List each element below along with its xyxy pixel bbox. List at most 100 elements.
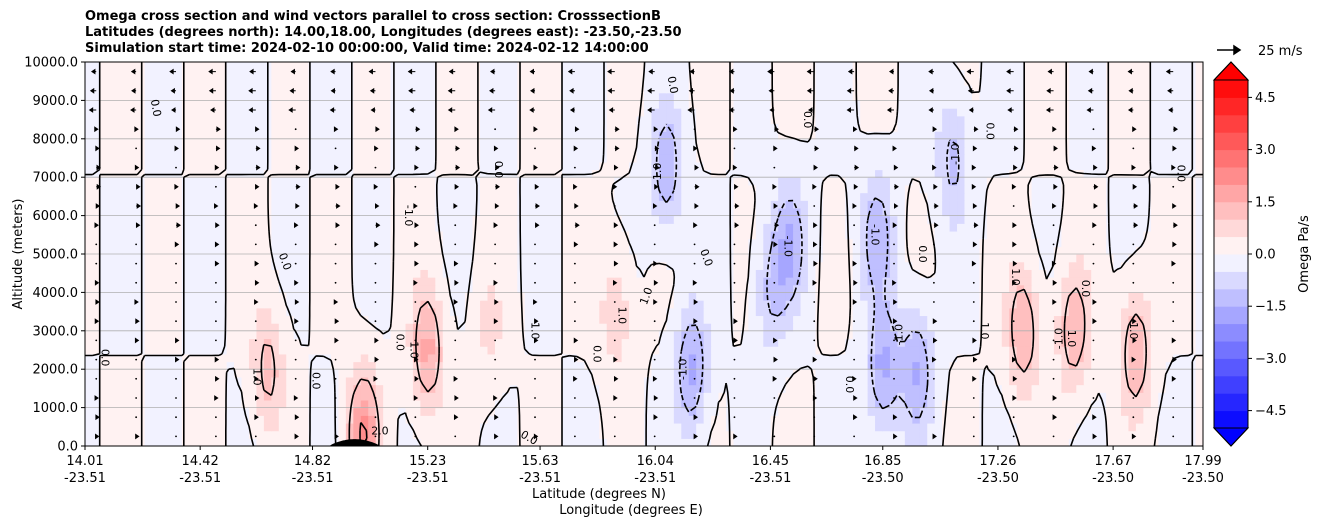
- omega-cell: [971, 376, 980, 386]
- omega-cell: [919, 277, 928, 286]
- omega-cell: [778, 284, 787, 293]
- omega-cell: [904, 230, 913, 240]
- omega-cell: [286, 438, 295, 446]
- omega-cell: [599, 361, 608, 370]
- omega-cell: [1039, 192, 1048, 201]
- omega-cell: [1180, 238, 1189, 247]
- omega-cell: [1061, 407, 1070, 416]
- omega-cell: [1135, 323, 1144, 332]
- omega-cell: [480, 338, 489, 347]
- omega-cell: [957, 361, 966, 370]
- omega-cell: [837, 353, 846, 363]
- omega-cell: [263, 369, 272, 378]
- omega-cell: [457, 261, 466, 270]
- omega-cell: [860, 392, 869, 401]
- omega-cell: [427, 438, 436, 446]
- omega-cell: [1016, 323, 1025, 332]
- omega-cell: [942, 323, 951, 332]
- omega-cell: [181, 215, 190, 224]
- omega-cell: [114, 207, 123, 217]
- omega-cell: [412, 277, 421, 286]
- omega-cell: [822, 361, 831, 370]
- omega-cell: [748, 330, 757, 340]
- omega-cell: [122, 200, 131, 209]
- omega-cell: [472, 407, 481, 416]
- omega-cell: [1031, 353, 1040, 363]
- omega-cell: [591, 207, 600, 217]
- omega-cell: [226, 399, 235, 409]
- omega-cell: [629, 207, 638, 217]
- omega-cell: [487, 353, 496, 363]
- omega-cell: [293, 315, 302, 324]
- omega-cell: [591, 399, 600, 409]
- omega-cell: [1180, 269, 1189, 278]
- omega-cell: [666, 369, 675, 378]
- omega-cell: [882, 338, 891, 347]
- omega-cell: [629, 384, 638, 393]
- omega-cell: [1091, 407, 1100, 416]
- omega-cell: [517, 230, 526, 240]
- omega-cell: [1173, 215, 1182, 224]
- omega-cell: [867, 300, 876, 309]
- omega-cell: [1076, 438, 1085, 446]
- omega-cell: [465, 315, 474, 324]
- omega-cell: [882, 422, 891, 432]
- omega-cell: [1016, 200, 1025, 209]
- omega-cell: [92, 254, 101, 263]
- omega-cell: [457, 369, 466, 378]
- omega-cell: [122, 407, 131, 416]
- omega-cell: [1150, 422, 1159, 432]
- omega-cell: [696, 238, 705, 247]
- omega-cell: [1016, 430, 1025, 439]
- omega-cell: [204, 407, 213, 416]
- omega-cell: [688, 238, 697, 247]
- omega-cell: [576, 269, 585, 278]
- omega-cell: [114, 369, 123, 378]
- omega-cell: [733, 338, 742, 347]
- omega-cell: [85, 430, 94, 439]
- omega-cell: [666, 376, 675, 386]
- omega-cell: [785, 192, 794, 201]
- omega-cell: [517, 223, 526, 232]
- omega-cell: [166, 346, 176, 355]
- omega-cell: [852, 215, 861, 224]
- omega-cell: [271, 238, 280, 247]
- omega-cell: [755, 338, 764, 347]
- omega-cell: [517, 407, 526, 416]
- omega-cell: [152, 284, 161, 293]
- omega-cell: [360, 376, 369, 386]
- omega-cell: [420, 207, 429, 217]
- omega-cell: [964, 422, 973, 432]
- omega-cell: [1046, 415, 1055, 424]
- omega-cell: [807, 230, 817, 240]
- omega-cell: [644, 307, 653, 317]
- omega-cell: [442, 238, 451, 247]
- omega-cell: [353, 376, 362, 386]
- omega-cell: [316, 184, 325, 194]
- omega-cell: [979, 192, 988, 201]
- omega-cell: [964, 415, 973, 424]
- omega-cell: [293, 415, 302, 424]
- omega-cell: [1046, 254, 1055, 263]
- omega-cell: [1039, 200, 1048, 209]
- omega-cell: [554, 230, 563, 240]
- omega-cell: [472, 346, 481, 355]
- omega-cell: [487, 230, 496, 240]
- omega-cell: [718, 323, 727, 332]
- omega-cell: [166, 330, 176, 340]
- omega-cell: [345, 284, 354, 293]
- omega-cell: [427, 261, 436, 270]
- omega-cell: [465, 422, 474, 432]
- omega-cell: [1068, 284, 1077, 293]
- omega-cell: [606, 215, 615, 224]
- omega-cell: [338, 361, 347, 370]
- omega-cell: [822, 307, 831, 317]
- omega-cell: [681, 353, 690, 363]
- omega-cell: [263, 353, 272, 363]
- omega-cell: [927, 438, 936, 446]
- omega-cell: [390, 353, 399, 363]
- omega-cell: [398, 215, 407, 224]
- omega-cell: [979, 338, 988, 347]
- omega-cell: [442, 300, 451, 309]
- omega-cell: [837, 307, 846, 317]
